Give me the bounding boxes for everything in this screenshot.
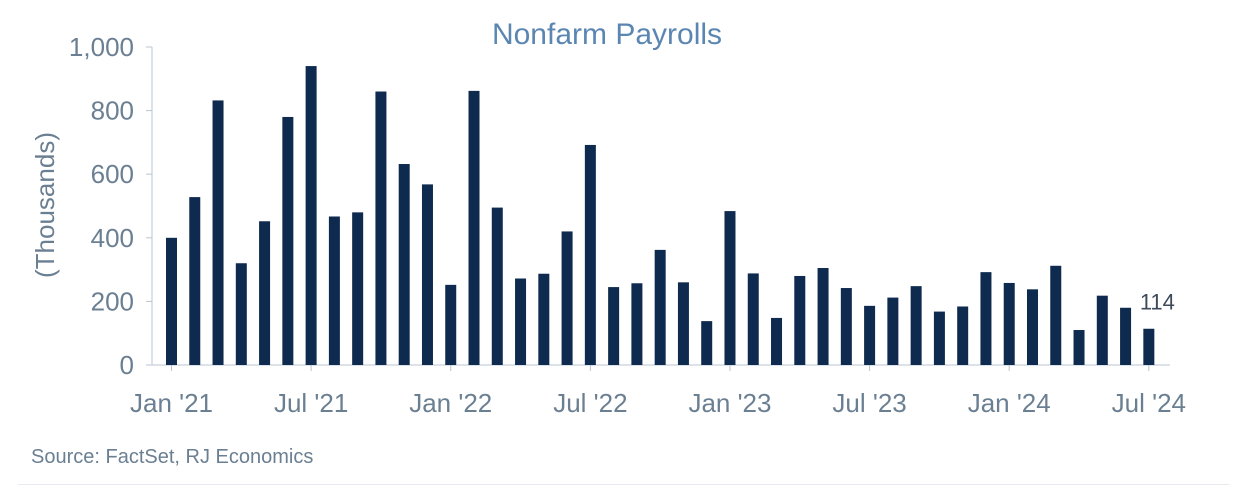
source-note: Source: FactSet, RJ Economics — [31, 446, 314, 468]
bar — [282, 116, 294, 366]
y-tick-label: 600 — [91, 159, 134, 189]
y-tick-label: 1,000 — [69, 32, 134, 62]
bar — [1096, 295, 1108, 365]
bar — [747, 273, 759, 365]
bar — [375, 91, 387, 366]
bar — [910, 286, 922, 365]
bar — [701, 321, 713, 365]
bar — [957, 306, 969, 365]
bar — [864, 305, 876, 365]
bar — [980, 272, 992, 365]
bar — [235, 263, 247, 365]
bar — [352, 212, 364, 365]
bar — [561, 231, 573, 365]
bar — [933, 311, 945, 365]
x-tick-label: Jul '24 — [1112, 388, 1186, 418]
bar — [584, 144, 596, 365]
bar — [445, 284, 457, 365]
x-axis-ticks: Jan '21 Jul '21 Jan '22 Jul '22 Jan '23 Jul '… — [130, 365, 1186, 418]
y-axis-ticks: 0 200 400 600 800 1,000 — [69, 32, 152, 380]
bar-chart: Nonfarm Payrolls (Thousands) 0 200 400 600 8… — [30, 18, 1186, 418]
bar — [608, 287, 620, 365]
x-tick-label: Jul '22 — [553, 388, 627, 418]
data-labels: 114 — [1140, 290, 1175, 315]
bar — [1026, 289, 1038, 365]
bar — [468, 90, 480, 365]
bar — [1143, 328, 1155, 365]
bar — [887, 297, 899, 365]
bar — [677, 282, 689, 365]
bar — [538, 273, 550, 365]
bar — [166, 237, 177, 365]
chart-title: Nonfarm Payrolls — [492, 18, 722, 51]
bar — [1073, 330, 1085, 365]
data-label: 114 — [1140, 290, 1175, 315]
bar — [212, 100, 224, 366]
bar — [1050, 265, 1062, 365]
bar — [771, 317, 783, 365]
bar — [631, 283, 643, 365]
bar — [189, 197, 201, 365]
bar — [328, 216, 340, 365]
x-tick-label: Jul '23 — [832, 388, 906, 418]
bar — [840, 288, 852, 365]
bar — [724, 211, 736, 365]
bar — [1003, 282, 1015, 365]
x-tick-label: Jan '24 — [968, 388, 1051, 418]
bar — [398, 164, 410, 365]
bar — [259, 221, 271, 365]
x-tick-label: Jan '21 — [130, 388, 213, 418]
x-tick-label: Jul '21 — [274, 388, 348, 418]
y-tick-label: 200 — [91, 286, 134, 316]
bar — [654, 249, 666, 365]
bar — [1120, 307, 1132, 365]
x-tick-label: Jan '23 — [688, 388, 771, 418]
y-tick-label: 0 — [120, 350, 134, 380]
x-tick-label: Jan '22 — [409, 388, 492, 418]
bar-series — [166, 66, 1155, 366]
y-axis-label: (Thousands) — [30, 132, 60, 278]
y-tick-label: 800 — [91, 96, 134, 126]
bar — [305, 66, 317, 365]
bar — [817, 268, 829, 365]
bar — [794, 275, 806, 365]
bar — [491, 207, 503, 365]
y-tick-label: 400 — [91, 223, 134, 253]
bar — [421, 184, 433, 365]
bar — [515, 278, 527, 365]
footer-divider — [18, 484, 1229, 485]
